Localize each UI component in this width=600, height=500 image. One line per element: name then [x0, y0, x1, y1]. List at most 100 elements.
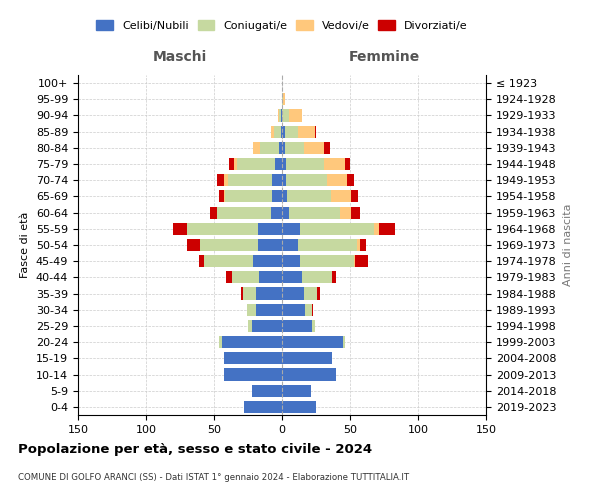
Text: Femmine: Femmine — [349, 50, 419, 64]
Bar — [237, 158, 275, 170]
Bar — [220, 190, 224, 202]
Bar — [282, 190, 287, 202]
Bar — [242, 288, 256, 300]
Bar — [282, 142, 285, 154]
Legend: Celibi/Nubili, Coniugati/e, Vedovi/e, Divorziati/e: Celibi/Nubili, Coniugati/e, Vedovi/e, Di… — [92, 16, 472, 35]
Bar — [226, 272, 232, 283]
Bar — [282, 174, 286, 186]
Bar — [232, 272, 259, 283]
Bar — [200, 239, 257, 251]
Bar — [357, 239, 359, 251]
Bar — [199, 255, 205, 268]
Bar — [379, 222, 395, 235]
Bar — [210, 206, 217, 218]
Bar — [282, 255, 299, 268]
Bar — [252, 320, 282, 332]
Bar — [224, 190, 225, 202]
Bar — [324, 142, 329, 154]
Bar — [278, 110, 279, 122]
Bar — [282, 304, 305, 316]
Text: Maschi: Maschi — [153, 50, 207, 64]
Bar — [374, 222, 379, 235]
Bar — [312, 304, 313, 316]
Bar — [253, 142, 260, 154]
Bar — [282, 384, 311, 397]
Bar — [271, 126, 274, 138]
Bar — [282, 110, 289, 122]
Bar — [173, 222, 187, 235]
Bar — [340, 206, 352, 218]
Bar — [282, 336, 343, 348]
Bar — [274, 126, 281, 138]
Bar — [217, 174, 224, 186]
Bar — [359, 239, 367, 251]
Bar — [259, 272, 282, 283]
Bar — [304, 288, 317, 300]
Bar — [252, 384, 282, 397]
Bar — [282, 206, 289, 218]
Bar — [282, 288, 304, 300]
Bar — [222, 336, 282, 348]
Bar — [224, 352, 282, 364]
Y-axis label: Fasce di età: Fasce di età — [20, 212, 31, 278]
Bar — [324, 158, 344, 170]
Bar — [187, 222, 257, 235]
Bar — [344, 158, 350, 170]
Bar — [289, 206, 340, 218]
Bar — [260, 142, 279, 154]
Bar — [282, 368, 337, 380]
Bar — [282, 239, 298, 251]
Bar — [285, 126, 298, 138]
Bar — [282, 401, 316, 413]
Y-axis label: Anni di nascita: Anni di nascita — [563, 204, 574, 286]
Bar — [286, 158, 324, 170]
Bar — [281, 110, 282, 122]
Bar — [257, 222, 282, 235]
Bar — [253, 255, 282, 268]
Bar — [331, 190, 352, 202]
Bar — [272, 174, 282, 186]
Bar — [302, 272, 332, 283]
Bar — [282, 126, 285, 138]
Text: COMUNE DI GOLFO ARANCI (SS) - Dati ISTAT 1° gennaio 2024 - Elaborazione TUTTITAL: COMUNE DI GOLFO ARANCI (SS) - Dati ISTAT… — [18, 472, 409, 482]
Bar — [352, 206, 359, 218]
Bar — [282, 352, 332, 364]
Bar — [225, 190, 272, 202]
Bar — [283, 93, 285, 106]
Bar — [285, 142, 304, 154]
Bar — [327, 174, 347, 186]
Bar — [286, 174, 327, 186]
Bar — [343, 336, 344, 348]
Bar — [289, 110, 302, 122]
Bar — [314, 126, 316, 138]
Bar — [282, 93, 283, 106]
Bar — [317, 288, 320, 300]
Bar — [220, 336, 222, 348]
Bar — [279, 142, 282, 154]
Bar — [229, 158, 235, 170]
Bar — [298, 239, 357, 251]
Bar — [224, 174, 227, 186]
Bar — [282, 320, 312, 332]
Bar — [282, 272, 302, 283]
Bar — [355, 255, 368, 268]
Bar — [304, 142, 324, 154]
Bar — [244, 401, 282, 413]
Bar — [352, 190, 358, 202]
Bar — [275, 158, 282, 170]
Bar — [299, 222, 374, 235]
Bar — [332, 272, 337, 283]
Bar — [257, 239, 282, 251]
Bar — [256, 304, 282, 316]
Bar — [241, 288, 242, 300]
Bar — [217, 206, 271, 218]
Bar — [271, 206, 282, 218]
Bar — [354, 255, 355, 268]
Bar — [224, 368, 282, 380]
Bar — [282, 222, 299, 235]
Bar — [227, 174, 272, 186]
Bar — [305, 304, 312, 316]
Bar — [247, 304, 256, 316]
Bar — [281, 126, 282, 138]
Bar — [256, 288, 282, 300]
